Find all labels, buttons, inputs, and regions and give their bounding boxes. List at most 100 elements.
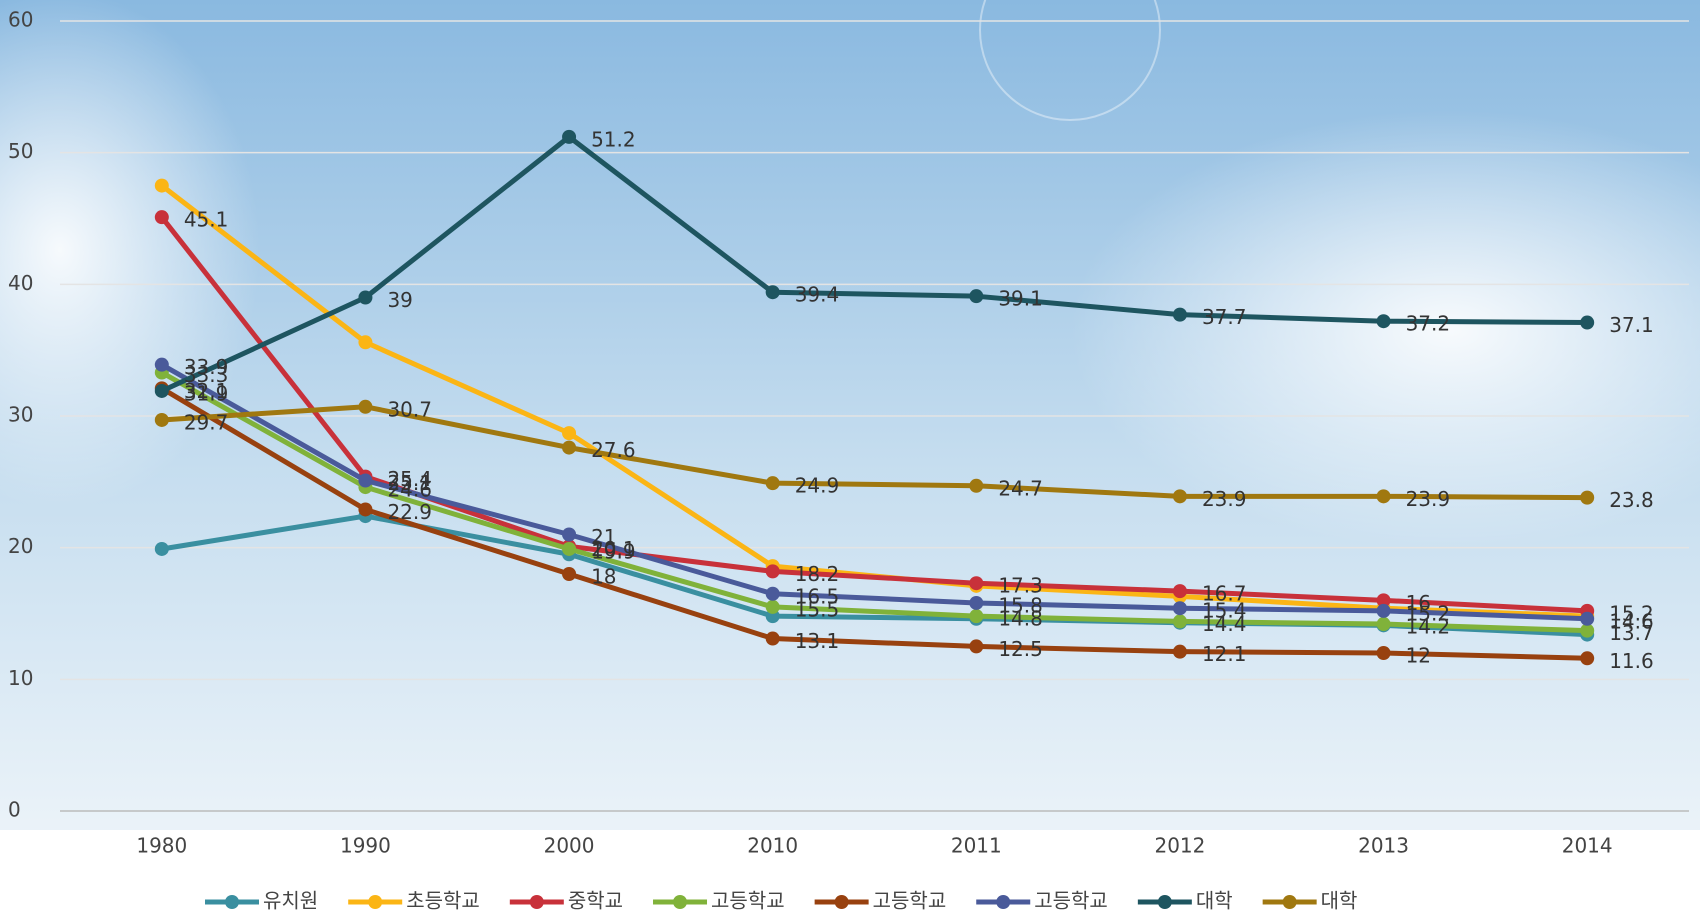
- data-label: 14.8: [998, 607, 1043, 631]
- line: [160, 386, 1588, 661]
- y-tick-label: 40: [8, 271, 33, 295]
- line: [160, 370, 1588, 634]
- data-label: 17.3: [998, 574, 1043, 598]
- data-label: 39.1: [998, 287, 1043, 311]
- data-label: 30.7: [387, 397, 432, 421]
- legend-label: 대학: [1196, 889, 1233, 913]
- data-label: 12.5: [998, 637, 1043, 661]
- data-label: 24.7: [998, 476, 1043, 500]
- line: [160, 362, 1588, 622]
- marker: [1580, 611, 1595, 626]
- marker: [562, 541, 577, 556]
- data-label: 24.9: [795, 474, 840, 498]
- legend-swatch: [225, 895, 239, 909]
- y-tick-label: 50: [8, 139, 33, 163]
- legend-swatch: [834, 895, 849, 909]
- y-tick-label: 0: [8, 798, 21, 822]
- marker: [1376, 314, 1391, 329]
- data-label: 24.6: [387, 478, 432, 502]
- legend-swatch: [529, 895, 544, 909]
- data-label: 15.2: [1406, 601, 1451, 625]
- data-label: 51.2: [591, 127, 636, 151]
- legend-label: 고등학교: [1034, 889, 1108, 913]
- marker: [1580, 651, 1595, 666]
- series: [154, 129, 1595, 398]
- marker: [562, 567, 577, 581]
- data-label: 13.7: [1609, 621, 1654, 645]
- x-tick-label: 1990: [340, 834, 391, 858]
- data-label: 16.5: [795, 584, 840, 608]
- data-label: 15.2: [1609, 601, 1654, 625]
- data-label: 16: [1406, 591, 1431, 615]
- marker: [765, 586, 780, 601]
- data-label: 16.7: [1202, 582, 1247, 606]
- marker: [765, 564, 780, 579]
- data-label: 39.4: [795, 283, 840, 307]
- data-label: 23.8: [1609, 488, 1654, 512]
- marker: [358, 502, 373, 517]
- x-tick-label: 2014: [1562, 834, 1613, 858]
- marker: [358, 399, 373, 414]
- legend-label: 대학: [1321, 889, 1358, 913]
- marker: [1376, 603, 1391, 618]
- x-tick-label: 2013: [1358, 834, 1409, 858]
- data-label: 39: [387, 288, 412, 312]
- data-label: 27.6: [591, 438, 636, 462]
- marker: [154, 357, 169, 372]
- data-label: 20.1: [591, 537, 636, 561]
- x-tick-label: 2011: [951, 834, 1002, 858]
- data-label: 12.1: [1202, 642, 1247, 666]
- data-label: 23.9: [1406, 487, 1451, 511]
- marker: [1376, 593, 1391, 608]
- marker: [765, 631, 780, 646]
- marker: [969, 576, 984, 591]
- cloud: [1070, 110, 1700, 550]
- data-label: 15.8: [998, 593, 1043, 617]
- footer-band: [0, 830, 1700, 923]
- data-label: 12: [1406, 644, 1431, 668]
- marker: [154, 383, 169, 398]
- y-tick-label: 60: [8, 8, 33, 32]
- lens-flare: [979, 0, 1161, 121]
- y-tick-label: 30: [8, 403, 33, 427]
- marker: [969, 609, 984, 624]
- marker: [1172, 489, 1187, 504]
- marker: [154, 210, 169, 225]
- marker: [1580, 315, 1595, 330]
- data-label: 29.7: [184, 410, 229, 434]
- marker: [562, 426, 577, 441]
- data-label: 13.1: [795, 629, 840, 653]
- x-tick-label: 2000: [544, 834, 595, 858]
- data-label: 33.3: [184, 363, 229, 387]
- series: [154, 399, 1595, 505]
- marker: [562, 440, 577, 455]
- data-label: 14.2: [1406, 615, 1451, 639]
- marker: [969, 595, 984, 610]
- data-label: 18: [591, 565, 616, 589]
- data-label: 37.2: [1406, 312, 1451, 336]
- data-label: 15.4: [1202, 599, 1247, 623]
- legend-label: 고등학교: [873, 889, 947, 913]
- marker: [765, 476, 780, 491]
- marker: [1376, 646, 1391, 660]
- data-label: 23.9: [1202, 487, 1247, 511]
- data-label: 25.4: [387, 467, 432, 491]
- legend-swatch: [368, 895, 383, 909]
- marker: [765, 285, 780, 300]
- data-label: 25.1: [387, 471, 432, 495]
- series: [154, 357, 1595, 626]
- marker: [1172, 614, 1187, 629]
- x-tick-label: 1980: [136, 834, 187, 858]
- marker: [154, 541, 169, 556]
- marker: [765, 599, 780, 614]
- y-tick-label: 20: [8, 534, 33, 558]
- marker: [1172, 644, 1187, 659]
- series: [154, 381, 1595, 666]
- data-label: 31.9: [184, 381, 229, 405]
- marker: [358, 473, 373, 488]
- marker: [562, 129, 577, 144]
- data-label: 18.2: [795, 562, 840, 586]
- legend: 유치원 초등학교 중학교 고등학교 고등학교 고등학교 대학 대학: [205, 889, 1357, 913]
- data-label: 22.9: [387, 500, 432, 524]
